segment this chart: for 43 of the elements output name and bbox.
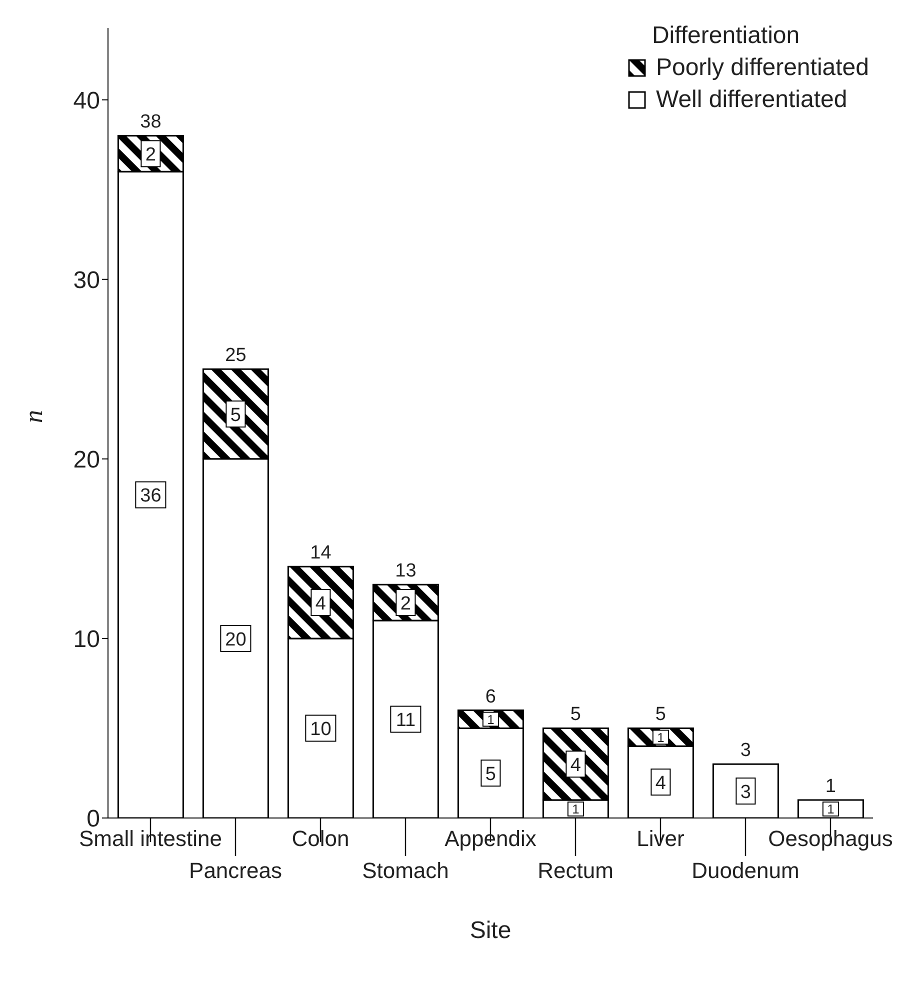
x-tick-label: Pancreas xyxy=(189,858,282,883)
legend-label: Poorly differentiated xyxy=(656,54,869,82)
data-label: 2 xyxy=(400,593,411,614)
data-label: 1 xyxy=(827,802,834,817)
total-label: 5 xyxy=(570,704,581,726)
y-axis-title: n xyxy=(19,410,48,423)
x-tick-label: Stomach xyxy=(362,858,449,883)
total-label: 25 xyxy=(225,345,246,366)
data-label: 5 xyxy=(485,764,496,785)
legend-title: Differentiation xyxy=(652,22,801,50)
data-label: 1 xyxy=(657,730,664,745)
y-tick-label: 40 xyxy=(73,87,100,114)
data-label: 4 xyxy=(315,593,326,614)
data-label: 5 xyxy=(230,404,241,426)
x-tick-label: Rectum xyxy=(538,858,614,883)
legend-label: Well differentiated xyxy=(656,86,848,114)
x-tick-label: Liver xyxy=(636,826,684,851)
data-label: 1 xyxy=(487,712,494,727)
x-tick-label: Oesophagus xyxy=(768,826,893,851)
x-tick-label: Duodenum xyxy=(692,858,800,883)
data-label: 4 xyxy=(570,754,582,776)
data-label: 10 xyxy=(310,719,332,740)
data-label: 1 xyxy=(572,802,580,817)
total-label: 5 xyxy=(655,704,666,726)
data-label: 20 xyxy=(225,629,246,650)
x-tick-label: Colon xyxy=(292,826,350,851)
total-label: 3 xyxy=(740,740,751,762)
data-label: 4 xyxy=(655,772,666,794)
total-label: 6 xyxy=(485,686,496,708)
x-axis-title: Site xyxy=(470,917,512,944)
data-label: 2 xyxy=(145,144,156,166)
y-tick-label: 30 xyxy=(73,266,100,294)
total-label: 1 xyxy=(825,776,836,798)
x-tick-label: Appendix xyxy=(444,826,536,851)
data-label: 11 xyxy=(396,710,416,732)
y-tick-label: 20 xyxy=(73,446,100,474)
y-tick-label: 10 xyxy=(73,626,100,653)
total-label: 38 xyxy=(140,112,162,133)
data-label: 36 xyxy=(140,486,162,507)
total-label: 14 xyxy=(310,542,332,564)
x-tick-label: Small intestine xyxy=(78,826,222,851)
total-label: 13 xyxy=(395,560,416,582)
data-label: 3 xyxy=(740,782,751,803)
